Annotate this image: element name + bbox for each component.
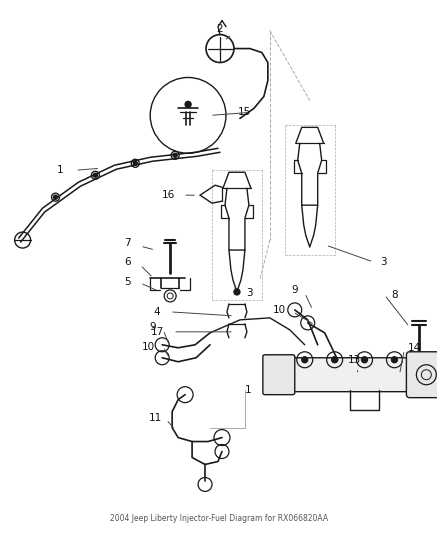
Text: 3: 3 xyxy=(247,288,253,298)
Text: 1: 1 xyxy=(57,165,64,175)
Circle shape xyxy=(332,357,338,363)
Text: 9: 9 xyxy=(149,322,155,332)
Text: 6: 6 xyxy=(124,257,131,267)
Text: 10: 10 xyxy=(273,305,286,315)
Text: 10: 10 xyxy=(141,342,155,352)
Circle shape xyxy=(133,161,137,165)
Circle shape xyxy=(173,154,177,157)
Circle shape xyxy=(53,195,57,199)
Text: 15: 15 xyxy=(238,108,251,117)
Text: 8: 8 xyxy=(391,290,398,300)
Circle shape xyxy=(392,357,397,363)
Text: 4: 4 xyxy=(154,307,160,317)
FancyBboxPatch shape xyxy=(406,352,438,398)
Circle shape xyxy=(234,289,240,295)
Text: 17: 17 xyxy=(151,327,164,337)
FancyBboxPatch shape xyxy=(288,358,417,392)
Text: 5: 5 xyxy=(124,277,131,287)
Text: 16: 16 xyxy=(162,190,175,200)
Circle shape xyxy=(302,357,308,363)
Text: 2004 Jeep Liberty Injector-Fuel Diagram for RX066820AA: 2004 Jeep Liberty Injector-Fuel Diagram … xyxy=(110,514,328,523)
Text: 9: 9 xyxy=(291,285,298,295)
Text: 13: 13 xyxy=(348,355,361,365)
FancyBboxPatch shape xyxy=(263,355,295,394)
Text: 14: 14 xyxy=(408,343,421,353)
Text: 11: 11 xyxy=(148,413,162,423)
Circle shape xyxy=(185,101,191,108)
Circle shape xyxy=(93,173,97,177)
Text: 3: 3 xyxy=(380,257,387,267)
Circle shape xyxy=(361,357,367,363)
Text: 2: 2 xyxy=(217,23,223,34)
Text: 1: 1 xyxy=(244,385,251,394)
Text: 7: 7 xyxy=(124,238,131,248)
